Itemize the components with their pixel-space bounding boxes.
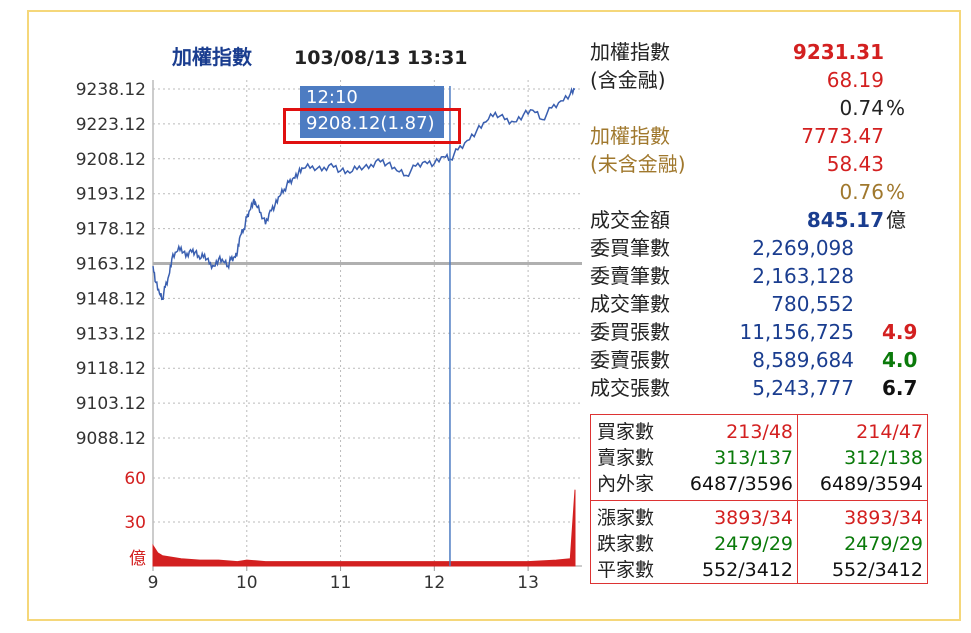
cursor-tooltip: 12:10 9208.12(1.87) <box>300 86 444 138</box>
breadth-value-1: 213/48 <box>726 421 793 443</box>
breadth-label: 買家數 <box>597 421 655 443</box>
price-tick-label: 9088.12 <box>76 429 146 449</box>
stat-row-ratio: 4.9 <box>882 320 918 344</box>
stat-row-label: 委買張數 <box>590 320 670 344</box>
time-tick-label: 12 <box>424 573 446 593</box>
breadth-value-1: 3893/34 <box>714 507 793 529</box>
breadth-row: 內外家 6487/3596 6489/3594 <box>591 471 929 497</box>
breadth-value-2: 3893/34 <box>844 507 923 529</box>
price-tick-label: 9223.12 <box>76 115 146 135</box>
price-axis: 9238.12 9223.12 9208.12 9193.12 9178.12 9163.… <box>76 80 146 449</box>
stat-row-label: 委賣筆數 <box>590 264 670 288</box>
time-tick-label: 11 <box>330 573 352 593</box>
price-tick-label: 9118.12 <box>76 359 146 379</box>
price-tick-label: 9208.12 <box>76 150 146 170</box>
breadth-value-2: 214/47 <box>856 421 923 443</box>
widget-frame <box>27 10 961 621</box>
chart-index-name: 加權指數 <box>171 45 252 69</box>
time-tick-label: 13 <box>517 573 539 593</box>
tooltip-time: 12:10 <box>306 87 358 108</box>
stat-row-value: 780,552 <box>771 292 854 316</box>
stat-row: 委賣張數 8,589,684 4.0 <box>590 346 917 374</box>
breadth-value-1: 552/3412 <box>701 559 793 581</box>
volume-tick-label: 30 <box>124 513 146 533</box>
stat-row-value: 11,156,725 <box>739 320 854 344</box>
breadth-row: 漲家數 3893/34 3893/34 <box>591 505 929 531</box>
chart-datetime: 103/08/13 13:31 <box>294 47 468 69</box>
market-breadth-table: 買家數 213/48 214/47 賣家數 313/137 312/138 內外家 6487/… <box>590 414 928 584</box>
price-tick-label: 9163.12 <box>76 255 146 275</box>
breadth-row: 平家數 552/3412 552/3412 <box>591 557 929 583</box>
stat-turnover: 成交金額 845.17 億 <box>590 208 906 232</box>
breadth-label: 內外家 <box>597 473 655 495</box>
breadth-value-1: 6487/3596 <box>689 473 793 495</box>
stat-taiex-incl-pct: 0.74 % <box>839 96 906 120</box>
breadth-row: 賣家數 313/137 312/138 <box>591 445 929 471</box>
time-tick-label: 9 <box>148 573 159 593</box>
breadth-label: 跌家數 <box>597 533 655 555</box>
stat-row: 成交張數 5,243,777 6.7 <box>590 374 917 402</box>
breadth-value-2: 2479/29 <box>844 533 923 555</box>
breadth-divider-vertical <box>797 415 798 583</box>
stat-taiex-incl-change: (含金融) 68.19 <box>590 68 884 92</box>
breadth-label: 賣家數 <box>597 447 655 469</box>
price-tick-label: 9178.12 <box>76 220 146 240</box>
tooltip-value: 9208.12(1.87) <box>306 113 435 134</box>
stat-row-value: 8,589,684 <box>752 348 854 372</box>
volume-tick-label: 60 <box>124 469 146 489</box>
intraday-chart: 加權指數 103/08/13 13:31 9238.12 9223.12 9208.… <box>76 45 582 593</box>
stat-taiex-incl-value: 加權指數 9231.31 <box>590 40 884 64</box>
stat-row: 委買張數 11,156,725 4.9 <box>590 318 917 346</box>
stat-row-label: 成交筆數 <box>590 292 670 316</box>
stat-row-label: 成交張數 <box>590 376 670 400</box>
stat-taiex-excl-change: (未含金融) 58.43 <box>590 152 884 176</box>
volume-tick-label: 億 <box>129 549 146 569</box>
price-tick-label: 9193.12 <box>76 185 146 205</box>
breadth-value-2: 6489/3594 <box>819 473 923 495</box>
stat-row-ratio: 4.0 <box>882 348 918 372</box>
stat-row: 成交筆數 780,552 <box>590 290 910 318</box>
stat-row-value: 5,243,777 <box>752 376 854 400</box>
breadth-label: 漲家數 <box>597 507 655 529</box>
breadth-row: 買家數 213/48 214/47 <box>591 419 929 445</box>
price-tick-label: 9103.12 <box>76 394 146 414</box>
stat-row-value: 2,163,128 <box>752 264 854 288</box>
price-series-line <box>152 87 576 301</box>
stat-row-ratio: 6.7 <box>882 376 918 400</box>
time-axis: 9 10 11 12 13 <box>148 566 539 593</box>
stat-row-value: 2,269,098 <box>752 236 854 260</box>
stat-row-label: 委買筆數 <box>590 236 670 260</box>
time-tick-label: 10 <box>236 573 258 593</box>
stat-row: 委買筆數 2,269,098 <box>590 234 910 262</box>
price-tick-label: 9133.12 <box>76 324 146 344</box>
breadth-value-1: 2479/29 <box>714 533 793 555</box>
breadth-value-2: 312/138 <box>844 447 923 469</box>
stat-row: 委賣筆數 2,163,128 <box>590 262 910 290</box>
price-tick-label: 9238.12 <box>76 80 146 100</box>
breadth-value-2: 552/3412 <box>831 559 923 581</box>
breadth-divider-horizontal <box>591 500 927 501</box>
chart-grid <box>152 80 582 567</box>
volume-series <box>152 489 576 567</box>
stat-row-label: 委賣張數 <box>590 348 670 372</box>
breadth-row: 跌家數 2479/29 2479/29 <box>591 531 929 557</box>
stat-taiex-excl-pct: 0.76 % <box>839 180 906 204</box>
tooltip-highlight-box <box>283 108 461 144</box>
breadth-label: 平家數 <box>597 559 655 581</box>
breadth-value-1: 313/137 <box>714 447 793 469</box>
price-tick-label: 9148.12 <box>76 289 146 309</box>
volume-axis: 60 30 億 <box>124 469 146 569</box>
stat-taiex-excl-value: 加權指數 7773.47 <box>590 124 884 148</box>
